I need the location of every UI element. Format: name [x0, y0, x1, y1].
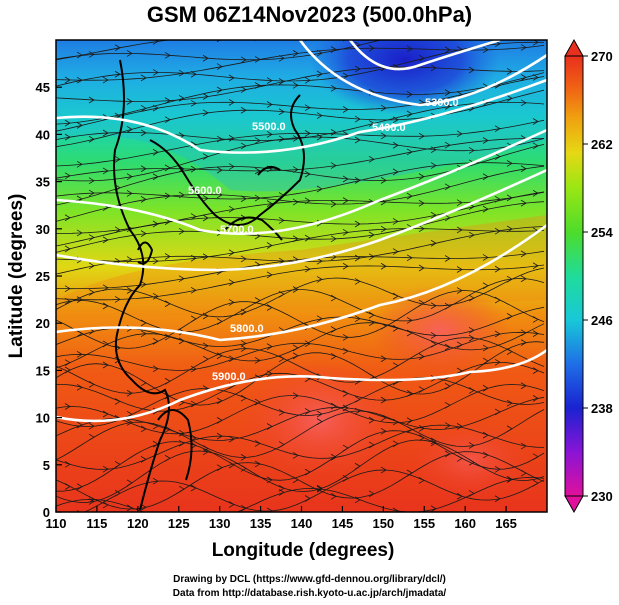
- contour-label-5500: 5500.0: [252, 121, 286, 133]
- y-tick-label: 25: [36, 269, 50, 284]
- y-tick-label: 35: [36, 175, 50, 190]
- colorbar: 230 238 246 254 262 270: [565, 40, 613, 512]
- wind-arrow: [393, 33, 398, 39]
- wind-arrow: [229, 33, 234, 39]
- colorbar-tick-label: 238: [591, 401, 613, 416]
- wind-arrow: [533, 8, 538, 14]
- y-axis-label: Latitude (degrees): [6, 194, 27, 359]
- wind-arrow: [483, 0, 488, 5]
- contour-label-5300: 5300.0: [425, 97, 459, 109]
- y-tick-label: 45: [36, 80, 50, 95]
- wind-arrow: [507, 20, 512, 26]
- wind-arrow: [267, 34, 272, 40]
- x-tick-label: 155: [413, 516, 435, 531]
- x-tick-label: 140: [291, 516, 313, 531]
- x-tick-label: 135: [250, 516, 272, 531]
- wind-arrow: [331, 22, 336, 28]
- y-tick-label: 30: [36, 222, 50, 237]
- wind-arrow: [469, 21, 474, 27]
- wind-arrow: [179, 34, 184, 40]
- wind-arrow: [381, 33, 386, 39]
- x-axis-label: Longitude (degrees): [212, 540, 395, 561]
- x-tick-label: 115: [86, 516, 107, 531]
- colorbar-min-arrow: [565, 496, 583, 512]
- y-tick-label: 15: [36, 363, 50, 378]
- y-tick-label: 5: [43, 458, 50, 473]
- credits: Drawing by DCL (https://www.gfd-dennou.o…: [0, 573, 619, 601]
- colorbar-tick-label: 262: [591, 137, 613, 152]
- y-tick-label: 20: [36, 316, 50, 331]
- wind-arrow: [65, 30, 70, 36]
- y-tick-label: 10: [36, 411, 50, 426]
- x-tick-label: 130: [209, 516, 231, 531]
- x-tick-label: 145: [332, 516, 354, 531]
- temperature-field: [56, 0, 547, 525]
- credits-line-1: Drawing by DCL (https://www.gfd-dennou.o…: [0, 573, 619, 587]
- colorbar-tick-label: 246: [591, 313, 613, 328]
- streamline: [56, 2, 544, 39]
- contour-label-5400: 5400.0: [372, 122, 406, 134]
- wind-arrow: [495, 14, 500, 20]
- x-tick-label: 160: [454, 516, 476, 531]
- contour-label-5700: 5700.0: [220, 224, 254, 236]
- wind-arrow: [103, 29, 108, 35]
- credits-line-2: Data from http://database.rish.kyoto-u.a…: [0, 587, 619, 601]
- wind-arrow: [445, 0, 450, 6]
- x-tick-label: 120: [127, 516, 149, 531]
- y-tick-label: 0: [43, 505, 50, 520]
- wind-arrow: [457, 21, 462, 27]
- colorbar-tick-label: 270: [591, 49, 613, 64]
- wind-arrow: [203, 519, 208, 525]
- wind-arrow: [141, 31, 146, 37]
- x-tick-label: 165: [495, 516, 517, 531]
- colorbar-max-arrow: [565, 40, 583, 56]
- colorbar-tick-label: 230: [591, 489, 613, 504]
- x-tick-label: 150: [372, 516, 394, 531]
- y-tick-label: 40: [36, 127, 50, 142]
- colorbar-tick-label: 254: [591, 225, 613, 240]
- wind-arrow: [419, 28, 424, 34]
- contour-label-5900: 5900.0: [212, 371, 246, 383]
- x-tick-label: 125: [168, 516, 190, 531]
- wind-arrow: [521, 1, 526, 7]
- wind-arrow: [293, 30, 298, 36]
- contour-label-5600: 5600.0: [188, 185, 222, 197]
- contour-label-5800: 5800.0: [230, 323, 264, 335]
- wind-arrow: [407, 4, 412, 10]
- wind-arrow: [369, 12, 374, 18]
- wind-arrow: [431, 25, 436, 31]
